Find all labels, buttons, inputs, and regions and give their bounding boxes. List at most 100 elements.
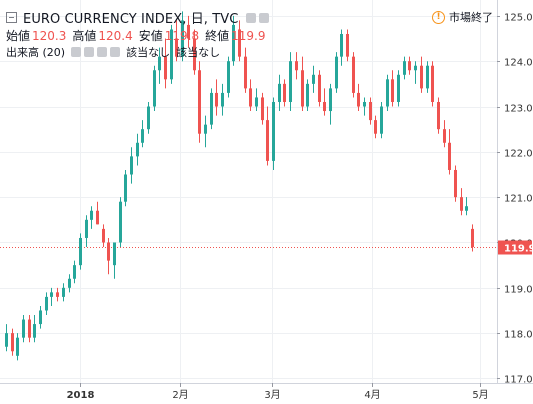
close-icon[interactable]: [259, 12, 270, 23]
candle[interactable]: [68, 274, 71, 293]
candle[interactable]: [318, 70, 321, 107]
candle[interactable]: [272, 97, 275, 170]
candle[interactable]: [232, 15, 235, 66]
candle[interactable]: [124, 169, 127, 207]
candle[interactable]: [426, 61, 429, 93]
candle[interactable]: [335, 52, 338, 93]
candle[interactable]: [187, 15, 190, 48]
candle[interactable]: [33, 315, 36, 343]
candle[interactable]: [261, 92, 264, 125]
candle[interactable]: [102, 224, 105, 248]
candle[interactable]: [340, 29, 343, 66]
candle[interactable]: [244, 47, 247, 93]
candle[interactable]: [289, 52, 292, 112]
candle[interactable]: [141, 120, 144, 148]
candle-body: [113, 242, 116, 266]
candle[interactable]: [448, 129, 451, 175]
candle[interactable]: [352, 52, 355, 98]
candle[interactable]: [374, 115, 377, 139]
add-icon[interactable]: [97, 47, 108, 57]
candle[interactable]: [386, 74, 389, 112]
candle[interactable]: [443, 120, 446, 148]
legend-symbol-row: EURO CURRENCY INDEX, 日, TVC: [6, 8, 270, 27]
gridlines: [0, 0, 497, 383]
candle[interactable]: [130, 147, 133, 184]
candle[interactable]: [5, 324, 8, 352]
candle[interactable]: [408, 56, 411, 75]
candle[interactable]: [403, 56, 406, 80]
candle-body: [437, 101, 440, 130]
candle[interactable]: [323, 88, 326, 116]
candle[interactable]: [96, 201, 99, 225]
candle[interactable]: [153, 65, 156, 112]
candle[interactable]: [391, 70, 394, 107]
eye-icon[interactable]: [71, 47, 82, 57]
candle[interactable]: [193, 29, 196, 75]
candle[interactable]: [198, 61, 201, 143]
candle[interactable]: [227, 56, 230, 98]
candle[interactable]: [454, 165, 457, 202]
candle[interactable]: [363, 97, 366, 116]
candle[interactable]: [175, 20, 178, 62]
candle[interactable]: [471, 224, 474, 252]
candle[interactable]: [147, 101, 150, 134]
candle[interactable]: [22, 315, 25, 343]
candle-body: [261, 97, 264, 121]
candle[interactable]: [380, 101, 383, 139]
candle[interactable]: [397, 70, 400, 107]
candle[interactable]: [306, 79, 309, 112]
settings-icon[interactable]: [84, 47, 95, 57]
candle[interactable]: [266, 106, 269, 166]
candle[interactable]: [136, 133, 139, 166]
candle[interactable]: [283, 79, 286, 107]
candle[interactable]: [50, 287, 53, 306]
candle[interactable]: [460, 188, 463, 216]
candle[interactable]: [431, 61, 434, 107]
candle[interactable]: [420, 56, 423, 93]
candle[interactable]: [119, 197, 122, 248]
candle[interactable]: [249, 79, 252, 112]
candle[interactable]: [295, 52, 298, 80]
candle-body: [85, 219, 88, 238]
warning-icon: !: [432, 10, 445, 24]
candle[interactable]: [85, 215, 88, 248]
candle[interactable]: [45, 292, 48, 316]
candle[interactable]: [215, 79, 218, 116]
candle[interactable]: [56, 287, 59, 302]
candle[interactable]: [210, 88, 213, 130]
candle[interactable]: [357, 83, 360, 112]
candle[interactable]: [181, 11, 184, 62]
candle[interactable]: [79, 233, 82, 270]
candle[interactable]: [437, 97, 440, 134]
settings-icon[interactable]: [246, 12, 257, 23]
candle[interactable]: [113, 242, 116, 279]
candle[interactable]: [238, 20, 241, 62]
candle-body: [187, 24, 190, 39]
candle[interactable]: [73, 260, 76, 284]
candle[interactable]: [11, 328, 14, 356]
candle[interactable]: [16, 333, 19, 361]
candle[interactable]: [39, 305, 42, 329]
candle[interactable]: [107, 237, 110, 275]
candle[interactable]: [278, 74, 281, 112]
candle[interactable]: [28, 315, 31, 343]
candle-body: [147, 106, 150, 130]
candle[interactable]: [369, 97, 372, 125]
candle[interactable]: [90, 206, 93, 229]
close-icon[interactable]: [110, 47, 121, 57]
candle[interactable]: [62, 283, 65, 302]
candle[interactable]: [164, 38, 167, 89]
candle[interactable]: [221, 83, 224, 116]
collapse-icon[interactable]: [6, 12, 17, 23]
candle[interactable]: [329, 83, 332, 125]
candle[interactable]: [301, 56, 304, 112]
candle[interactable]: [414, 61, 417, 84]
candle[interactable]: [158, 47, 161, 84]
candle[interactable]: [312, 65, 315, 93]
candle[interactable]: [255, 88, 258, 112]
candle[interactable]: [204, 115, 207, 148]
candle[interactable]: [170, 24, 173, 84]
candle[interactable]: [346, 29, 349, 62]
candle[interactable]: [465, 197, 468, 216]
